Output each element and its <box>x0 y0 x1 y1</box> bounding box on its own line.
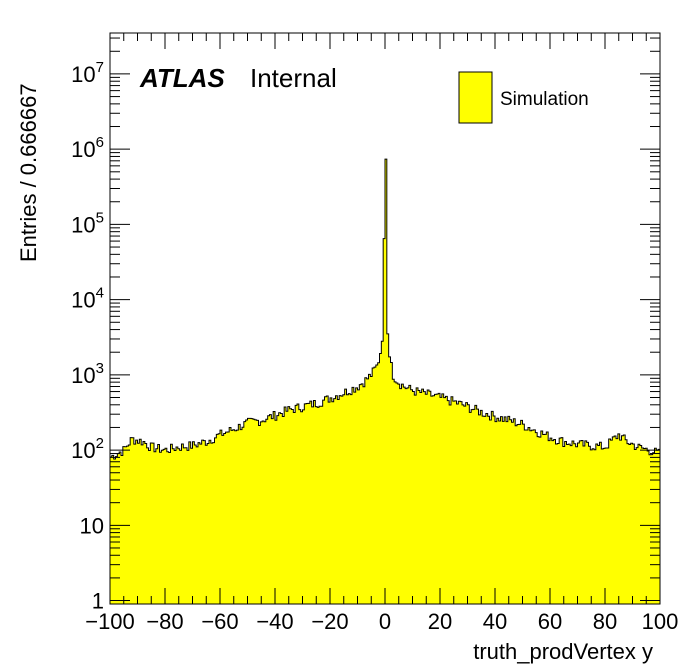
histogram-bars <box>110 159 660 604</box>
y-tick-label: 105 <box>71 209 104 237</box>
x-tick-label: 0 <box>379 609 391 634</box>
x-tick-label: 80 <box>593 609 617 634</box>
y-tick-label: 103 <box>71 360 104 388</box>
y-axis-title: Entries / 0.666667 <box>16 83 41 262</box>
x-tick-label: 100 <box>642 609 679 634</box>
atlas-label: ATLAS <box>139 63 225 93</box>
x-tick-label: 40 <box>483 609 507 634</box>
histogram-outline <box>110 158 660 460</box>
x-axis-title: truth_prodVertex y <box>473 639 653 664</box>
y-tick-label: 106 <box>71 134 104 162</box>
y-tick-label: 102 <box>71 435 104 463</box>
axes-layer: −100 −80 −60 −40 −20 0 20 40 60 80 100 1 10 102 103 104… <box>71 32 679 634</box>
legend-label-simulation: Simulation <box>500 89 589 110</box>
x-tick-label: −40 <box>256 609 293 634</box>
y-tick-label: 1 <box>92 589 104 614</box>
x-tick-label: −20 <box>311 609 348 634</box>
y-tick-label: 10 <box>80 513 104 538</box>
x-tick-label: −80 <box>146 609 183 634</box>
legend-swatch <box>458 71 493 124</box>
x-tick-label: −60 <box>201 609 238 634</box>
internal-label: Internal <box>250 63 337 93</box>
x-tick-label: 20 <box>428 609 452 634</box>
y-tick-label: 104 <box>71 285 104 313</box>
x-tick-label: −100 <box>85 609 135 634</box>
y-tick-label: 107 <box>71 59 104 87</box>
x-tick-label: 60 <box>538 609 562 634</box>
histogram-fill-layer <box>110 158 660 604</box>
